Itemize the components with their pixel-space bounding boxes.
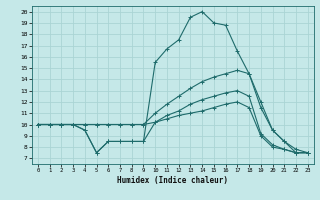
X-axis label: Humidex (Indice chaleur): Humidex (Indice chaleur): [117, 176, 228, 185]
